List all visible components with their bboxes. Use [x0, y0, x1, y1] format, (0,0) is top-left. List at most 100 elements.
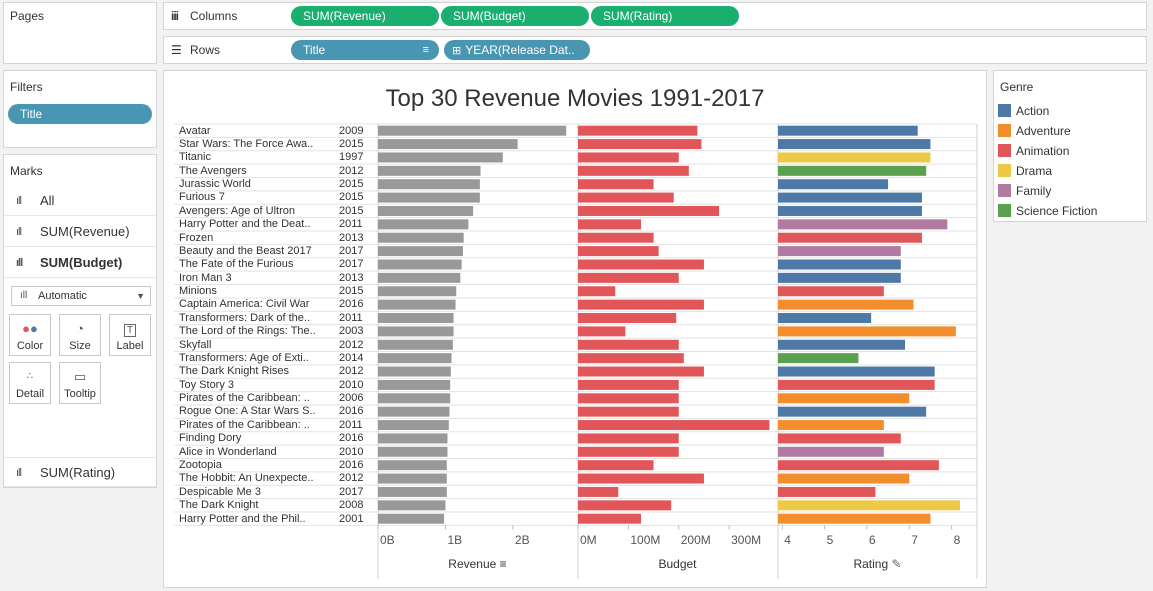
row-header-title[interactable]: The Fate of the Furious: [179, 258, 294, 271]
budget-bar: [578, 139, 702, 150]
row-header-year[interactable]: 2011: [339, 311, 363, 324]
row-header-title[interactable]: Alice in Wonderland: [179, 445, 277, 458]
row-header-year[interactable]: 1997: [339, 151, 364, 164]
row-header-year[interactable]: 2013: [339, 271, 364, 284]
legend-item[interactable]: Adventure: [998, 121, 1071, 141]
tooltip-button[interactable]: ▭ Tooltip: [59, 362, 101, 404]
row-header-year[interactable]: 2017: [339, 244, 364, 257]
row-pill-year[interactable]: ⊞ YEAR(Release Dat..: [444, 40, 590, 60]
row-header-year[interactable]: 2011: [339, 418, 363, 431]
row-header-title[interactable]: Rogue One: A Star Wars S..: [179, 405, 316, 418]
legend-item[interactable]: Action: [998, 101, 1049, 121]
rating-tick-label: 4: [784, 533, 791, 548]
rating-bar: [778, 246, 901, 257]
columns-icon: iii: [171, 9, 179, 23]
row-header-year[interactable]: 2016: [339, 298, 364, 311]
row-header-year[interactable]: 2015: [339, 137, 364, 150]
marks-item-budget[interactable]: ıll SUM(Budget): [4, 248, 156, 278]
row-header-year[interactable]: 2017: [339, 485, 364, 498]
row-header-title[interactable]: Despicable Me 3: [179, 485, 261, 498]
row-header-year[interactable]: 2013: [339, 231, 364, 244]
legend-item[interactable]: Animation: [998, 141, 1069, 161]
legend-item[interactable]: Family: [998, 181, 1051, 201]
marks-item-rating[interactable]: ıll SUM(Rating): [4, 457, 156, 487]
pin-icon[interactable]: ✎: [888, 557, 902, 572]
legend-item[interactable]: Drama: [998, 161, 1052, 181]
filter-pill-title[interactable]: Title: [8, 104, 152, 124]
detail-button[interactable]: ∴ Detail: [9, 362, 51, 404]
row-header-year[interactable]: 2016: [339, 432, 364, 445]
row-header-year[interactable]: 2010: [339, 378, 364, 391]
rating-axis-title[interactable]: Rating ✎: [778, 557, 977, 571]
row-header-title[interactable]: Iron Man 3: [179, 271, 232, 284]
rating-tick-label: 8: [953, 533, 961, 548]
row-header-year[interactable]: 2009: [339, 124, 364, 137]
column-pill-revenue[interactable]: SUM(Revenue): [291, 6, 439, 26]
chart-panel: Top 30 Revenue Movies 1991-2017 Avatar 20…: [163, 70, 987, 588]
row-header-title[interactable]: Transformers: Dark of the..: [179, 311, 311, 324]
row-header-year[interactable]: 2011: [339, 218, 363, 231]
color-button[interactable]: ●● Color: [9, 314, 51, 356]
label-button[interactable]: T Label: [109, 314, 151, 356]
row-header-title[interactable]: The Avengers: [179, 164, 247, 177]
row-header-title[interactable]: Furious 7: [179, 191, 225, 204]
revenue-bar: [378, 379, 451, 390]
legend-item[interactable]: Science Fiction: [998, 201, 1097, 221]
budget-bar: [578, 473, 704, 484]
row-header-title[interactable]: The Dark Knight: [179, 499, 259, 512]
row-header-title[interactable]: Pirates of the Caribbean: ..: [179, 392, 310, 405]
row-header-title[interactable]: Toy Story 3: [179, 378, 235, 391]
row-header-year[interactable]: 2006: [339, 392, 364, 405]
row-header-year[interactable]: 2015: [339, 191, 364, 204]
row-header-year[interactable]: 2014: [339, 351, 364, 364]
row-header-title[interactable]: Harry Potter and the Deat..: [179, 218, 311, 231]
row-header-title[interactable]: The Dark Knight Rises: [179, 365, 290, 378]
row-header-title[interactable]: Skyfall: [179, 338, 212, 351]
row-header-year[interactable]: 2012: [339, 164, 364, 177]
marks-item-all[interactable]: ıll All: [4, 186, 156, 216]
row-header-year[interactable]: 2012: [339, 338, 364, 351]
row-header-year[interactable]: 2015: [339, 204, 364, 217]
mark-type-dropdown[interactable]: ıll Automatic ▼: [11, 286, 151, 306]
row-header-title[interactable]: Minions: [179, 285, 217, 298]
column-pill-rating[interactable]: SUM(Rating): [591, 6, 739, 26]
revenue-axis-title[interactable]: Revenue ≡: [378, 557, 577, 571]
row-pill-year-label: YEAR(Release Dat..: [465, 43, 575, 57]
column-pill-budget[interactable]: SUM(Budget): [441, 6, 589, 26]
row-header-year[interactable]: 2015: [339, 178, 364, 191]
row-header-title[interactable]: Finding Dory: [179, 432, 242, 445]
row-header-title[interactable]: Zootopia: [179, 459, 222, 471]
row-header-title[interactable]: Titanic: [179, 151, 211, 164]
rating-bar: [778, 513, 931, 524]
row-header-year[interactable]: 2015: [339, 285, 364, 298]
budget-axis-title[interactable]: Budget: [578, 557, 777, 571]
marks-item-revenue[interactable]: ıll SUM(Revenue): [4, 217, 156, 247]
row-header-title[interactable]: Star Wars: The Force Awa..: [179, 137, 314, 150]
row-header-year[interactable]: 2016: [339, 459, 364, 471]
size-button[interactable]: ◔ Size: [59, 314, 101, 356]
row-header-title[interactable]: Beauty and the Beast 2017: [179, 244, 312, 257]
row-header-year[interactable]: 2008: [339, 499, 364, 512]
row-header-title[interactable]: Frozen: [179, 231, 214, 244]
row-header-title[interactable]: Harry Potter and the Phil..: [179, 512, 306, 525]
row-pill-title[interactable]: Title ≡: [291, 40, 439, 60]
row-header-year[interactable]: 2012: [339, 365, 364, 378]
row-header-year[interactable]: 2010: [339, 445, 364, 458]
row-header-year[interactable]: 2012: [339, 472, 364, 485]
row-header-year[interactable]: 2003: [339, 325, 364, 338]
row-header-title[interactable]: The Lord of the Rings: The..: [179, 325, 316, 338]
row-header-title[interactable]: Transformers: Age of Exti..: [179, 351, 309, 364]
row-header-year[interactable]: 2017: [339, 258, 364, 271]
row-header-title[interactable]: Jurassic World: [179, 178, 251, 191]
row-header-title[interactable]: Avengers: Age of Ultron: [179, 204, 295, 217]
row-header-title[interactable]: Avatar: [179, 124, 211, 137]
legend-swatch: [998, 124, 1011, 137]
budget-bar: [578, 219, 641, 230]
row-header-year[interactable]: 2001: [339, 512, 364, 525]
row-header-year[interactable]: 2016: [339, 405, 364, 418]
sort-icon[interactable]: ≡: [496, 557, 507, 572]
row-header-title[interactable]: The Hobbit: An Unexpecte..: [179, 472, 314, 485]
budget-bar: [578, 379, 679, 390]
row-header-title[interactable]: Captain America: Civil War: [179, 298, 310, 311]
row-header-title[interactable]: Pirates of the Caribbean: ..: [179, 418, 310, 431]
